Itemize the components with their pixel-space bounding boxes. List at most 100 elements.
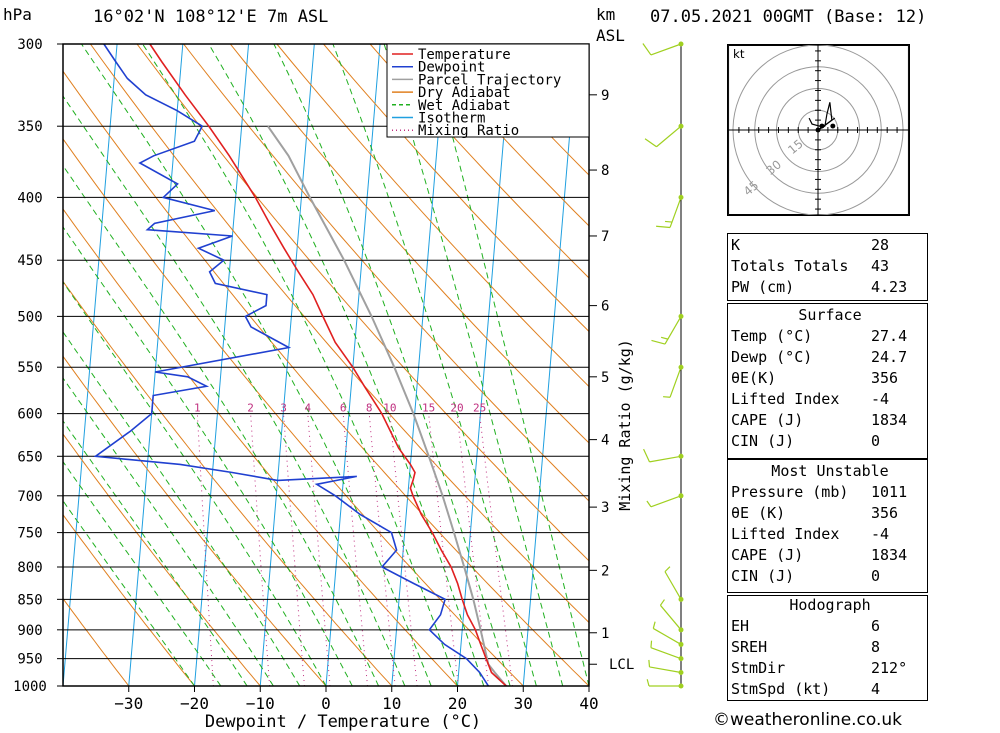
dry-adiabat-line bbox=[323, 44, 589, 333]
wind-barb-flag bbox=[650, 640, 653, 648]
isotherm-line bbox=[128, 44, 184, 686]
wind-barb-staff bbox=[664, 316, 682, 345]
sreh-label: SREH bbox=[731, 638, 768, 656]
dry-adiabat-line bbox=[696, 44, 720, 686]
mixing-ratio-label: 3 bbox=[280, 402, 287, 415]
wind-level-dot bbox=[678, 641, 684, 647]
wind-barb bbox=[646, 679, 684, 689]
mu-pressure-value: 1011 bbox=[871, 483, 908, 501]
surface-temp-label: Temp (°C) bbox=[731, 327, 813, 345]
wind-barb-staff bbox=[659, 604, 682, 631]
legend-entry: Dewpoint bbox=[418, 60, 485, 76]
pressure-tick-label: 400 bbox=[17, 190, 42, 206]
skewt-chart: 1 2 3 4 6 8 10 15 20 25 3003504004505005506006507… bbox=[13, 37, 720, 732]
isotherm-line bbox=[457, 44, 513, 686]
pressure-tick-label: 850 bbox=[17, 592, 42, 608]
mixing-ratio-line bbox=[428, 413, 459, 686]
wind-barb bbox=[646, 493, 684, 508]
sreh-value: 8 bbox=[871, 638, 881, 656]
mu-cin-label: CIN (J) bbox=[731, 567, 795, 585]
temperature-tick-label: −10 bbox=[246, 694, 275, 713]
dewpoint-profile bbox=[93, 44, 490, 686]
parcel-trajectory bbox=[267, 125, 507, 686]
pressure-tick-label: 550 bbox=[17, 360, 42, 376]
wind-barb-staff bbox=[649, 455, 682, 463]
wind-barb-flag bbox=[652, 621, 656, 629]
dry-adiabat-line bbox=[369, 44, 589, 279]
temperature-tick-label: −20 bbox=[180, 694, 209, 713]
wind-barb-flag bbox=[646, 679, 650, 687]
mu-li-value: -4 bbox=[871, 525, 890, 543]
isotherm-line bbox=[63, 44, 118, 686]
eh-value: 6 bbox=[871, 617, 881, 635]
pressure-tick-label: 1000 bbox=[13, 679, 47, 695]
wind-barb-staff bbox=[656, 125, 682, 148]
wind-barb bbox=[643, 448, 684, 463]
isotherm-line bbox=[194, 44, 250, 686]
wet-adiabat-line bbox=[81, 44, 432, 686]
most-unstable-box bbox=[727, 459, 928, 593]
surface-thetae-value: 356 bbox=[871, 369, 899, 387]
wind-barb-flag bbox=[643, 448, 651, 463]
pressure-tick-label: 950 bbox=[17, 652, 42, 668]
height-tick-label: 7 bbox=[601, 229, 609, 245]
pressure-tick-label: 750 bbox=[17, 526, 42, 542]
mixing-ratio-label: 4 bbox=[304, 402, 311, 415]
temperature-tick-label: 10 bbox=[382, 694, 401, 713]
surface-li-value: -4 bbox=[871, 390, 890, 408]
mu-thetae-label: θE (K) bbox=[731, 504, 786, 522]
wind-barb-flag bbox=[648, 659, 651, 667]
pressure-tick-label: 650 bbox=[17, 449, 42, 465]
dry-adiabat-line bbox=[63, 70, 589, 686]
surface-table: Surface Temp (°C) 27.4 Dewp (°C) 24.7 θE(K… bbox=[727, 305, 933, 452]
wind-level-dot bbox=[678, 683, 684, 689]
wind-barb-flag bbox=[646, 500, 652, 508]
isotherm-line bbox=[391, 44, 447, 686]
mixing-ratio-line bbox=[283, 413, 305, 686]
wind-barb-staff bbox=[669, 367, 682, 398]
wind-level-dot bbox=[678, 453, 684, 459]
pressure-tick-label: 700 bbox=[17, 489, 42, 505]
surface-cin-label: CIN (J) bbox=[731, 432, 795, 450]
mu-thetae-value: 356 bbox=[871, 504, 899, 522]
legend-entry: Dry Adiabat bbox=[418, 85, 511, 101]
hodograph-unit: kt bbox=[733, 47, 745, 61]
wind-barb bbox=[663, 364, 684, 398]
dry-adiabat-line bbox=[416, 44, 589, 227]
height-tick-label: 9 bbox=[601, 88, 609, 104]
mixing-ratio-label: 25 bbox=[473, 402, 486, 415]
wind-barb-flag bbox=[664, 220, 673, 223]
wind-barb bbox=[644, 123, 684, 148]
wind-level-dot bbox=[678, 194, 684, 200]
surface-thetae-label: θE(K) bbox=[731, 369, 777, 387]
credit-link[interactable]: ©weatheronline.co.uk bbox=[713, 710, 903, 730]
wind-level-dot bbox=[678, 493, 684, 499]
wind-barb-flag bbox=[644, 138, 657, 148]
height-tick-label: 3 bbox=[601, 500, 609, 516]
mu-pressure-label: Pressure (mb) bbox=[731, 483, 849, 501]
wind-level-dot bbox=[678, 596, 684, 602]
hodograph: kt 15 30 45 bbox=[727, 44, 910, 216]
height-tick-label: 5 bbox=[601, 370, 609, 386]
totals-totals-value: 43 bbox=[871, 257, 890, 275]
surface-dewp-label: Dewp (°C) bbox=[731, 348, 813, 366]
wet-adiabat-line bbox=[63, 500, 195, 686]
hodograph-table-title: Hodograph bbox=[789, 596, 871, 614]
legend-entry: Mixing Ratio bbox=[418, 123, 519, 139]
wind-level-dot bbox=[678, 669, 684, 675]
mixing-ratio-line bbox=[250, 413, 271, 686]
legend-entry: Parcel Trajectory bbox=[418, 72, 561, 88]
wet-adiabat-line bbox=[63, 95, 406, 686]
dry-adiabat-line bbox=[509, 44, 589, 127]
wind-barb-staff bbox=[669, 197, 682, 228]
legend-entry: Wet Adiabat bbox=[418, 98, 511, 114]
mixing-ratio-label: 2 bbox=[247, 402, 254, 415]
wind-level-dot bbox=[678, 41, 684, 47]
wind-barb bbox=[650, 640, 684, 662]
surface-temp-value: 27.4 bbox=[871, 327, 908, 345]
temperature-tick-label: 40 bbox=[579, 694, 598, 713]
mu-cin-value: 0 bbox=[871, 567, 881, 585]
surface-cape-value: 1834 bbox=[871, 411, 908, 429]
sounding-datetime: 07.05.2021 00GMT (Base: 12) bbox=[650, 7, 927, 27]
